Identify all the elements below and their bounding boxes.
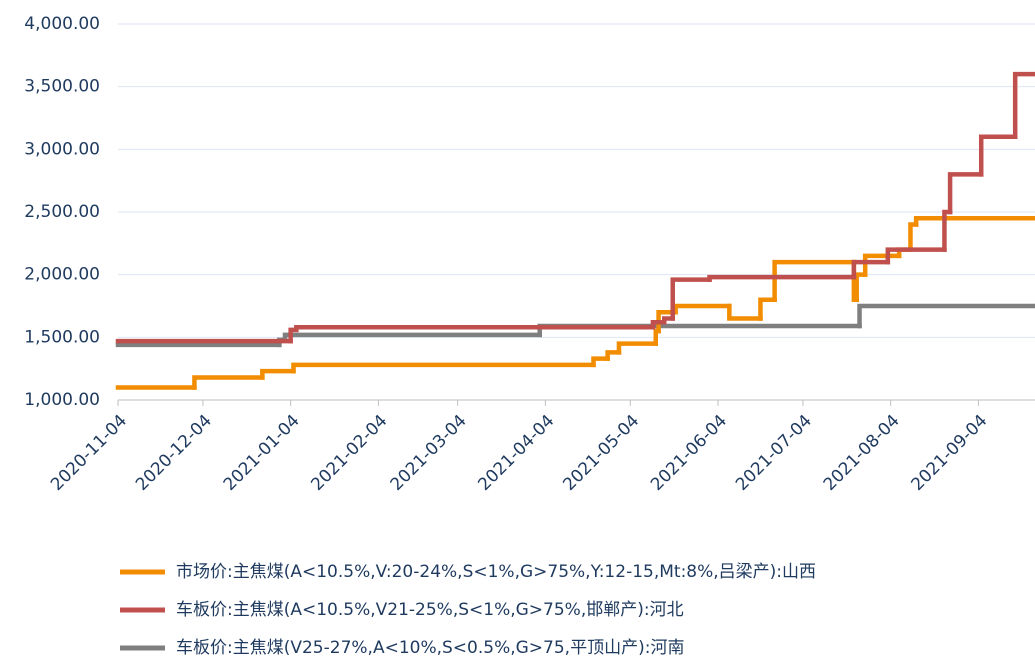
y-tick-label: 2,000.00 bbox=[24, 265, 100, 285]
step-segment bbox=[616, 341, 658, 355]
y-tick-label: 1,500.00 bbox=[24, 327, 100, 347]
legend-label: 车板价:主焦煤(A<10.5%,V21-25%,S<1%,G>75%,邯郸产):… bbox=[176, 600, 684, 620]
step-segment bbox=[282, 332, 542, 343]
step-segment bbox=[192, 375, 265, 390]
step-segment bbox=[727, 303, 763, 321]
x-tick-label: 2021-03-04 bbox=[387, 411, 471, 495]
step-segment bbox=[772, 259, 857, 302]
step-segment bbox=[947, 172, 984, 215]
step-segment bbox=[707, 274, 857, 282]
x-tick-label: 2021-05-04 bbox=[559, 411, 643, 495]
step-segment bbox=[291, 362, 596, 374]
step-segment bbox=[670, 277, 712, 321]
step-segment bbox=[673, 303, 732, 315]
step-segment bbox=[758, 297, 777, 321]
legend-label: 车板价:主焦煤(V25-27%,A<10%,S<0.5%,G>75,平顶山产):… bbox=[176, 638, 684, 658]
step-segment bbox=[857, 303, 1035, 329]
y-tick-label: 1,000.00 bbox=[24, 390, 100, 410]
step-segment bbox=[1012, 71, 1035, 140]
x-tick-label: 2021-08-04 bbox=[820, 411, 904, 495]
step-segment bbox=[260, 368, 296, 380]
step-segment bbox=[605, 350, 622, 361]
step-segment bbox=[862, 253, 902, 277]
y-tick-label: 2,500.00 bbox=[24, 202, 100, 222]
step-segment bbox=[650, 320, 667, 330]
step-segment bbox=[294, 325, 656, 333]
step-segment bbox=[851, 259, 891, 280]
x-tick-label: 2021-07-04 bbox=[732, 411, 816, 495]
x-tick-label: 2020-12-04 bbox=[132, 411, 216, 495]
x-tick-label: 2021-09-04 bbox=[907, 411, 991, 495]
step-segment bbox=[656, 310, 678, 334]
series-line bbox=[115, 71, 1035, 344]
y-tick-label: 3,000.00 bbox=[24, 139, 100, 159]
x-tick-label: 2020-11-04 bbox=[47, 411, 131, 495]
step-segment bbox=[885, 247, 947, 265]
step-segment bbox=[978, 134, 1018, 177]
step-segment bbox=[908, 222, 919, 252]
x-tick-label: 2021-06-04 bbox=[647, 411, 731, 495]
x-tick-label: 2021-02-04 bbox=[307, 411, 391, 495]
x-tick-label: 2021-04-04 bbox=[474, 411, 558, 495]
y-tick-label: 3,500.00 bbox=[24, 77, 100, 97]
step-segment bbox=[913, 216, 1035, 227]
legend-label: 市场价:主焦煤(A<10.5%,V:20-24%,S<1%,G>75%,Y:12… bbox=[176, 562, 816, 582]
x-tick-label: 2021-01-04 bbox=[220, 411, 304, 495]
step-segment bbox=[854, 272, 868, 302]
y-tick-label: 4,000.00 bbox=[24, 14, 100, 34]
step-segment bbox=[591, 356, 610, 368]
step-segment bbox=[661, 316, 675, 325]
series-line bbox=[115, 216, 1035, 390]
